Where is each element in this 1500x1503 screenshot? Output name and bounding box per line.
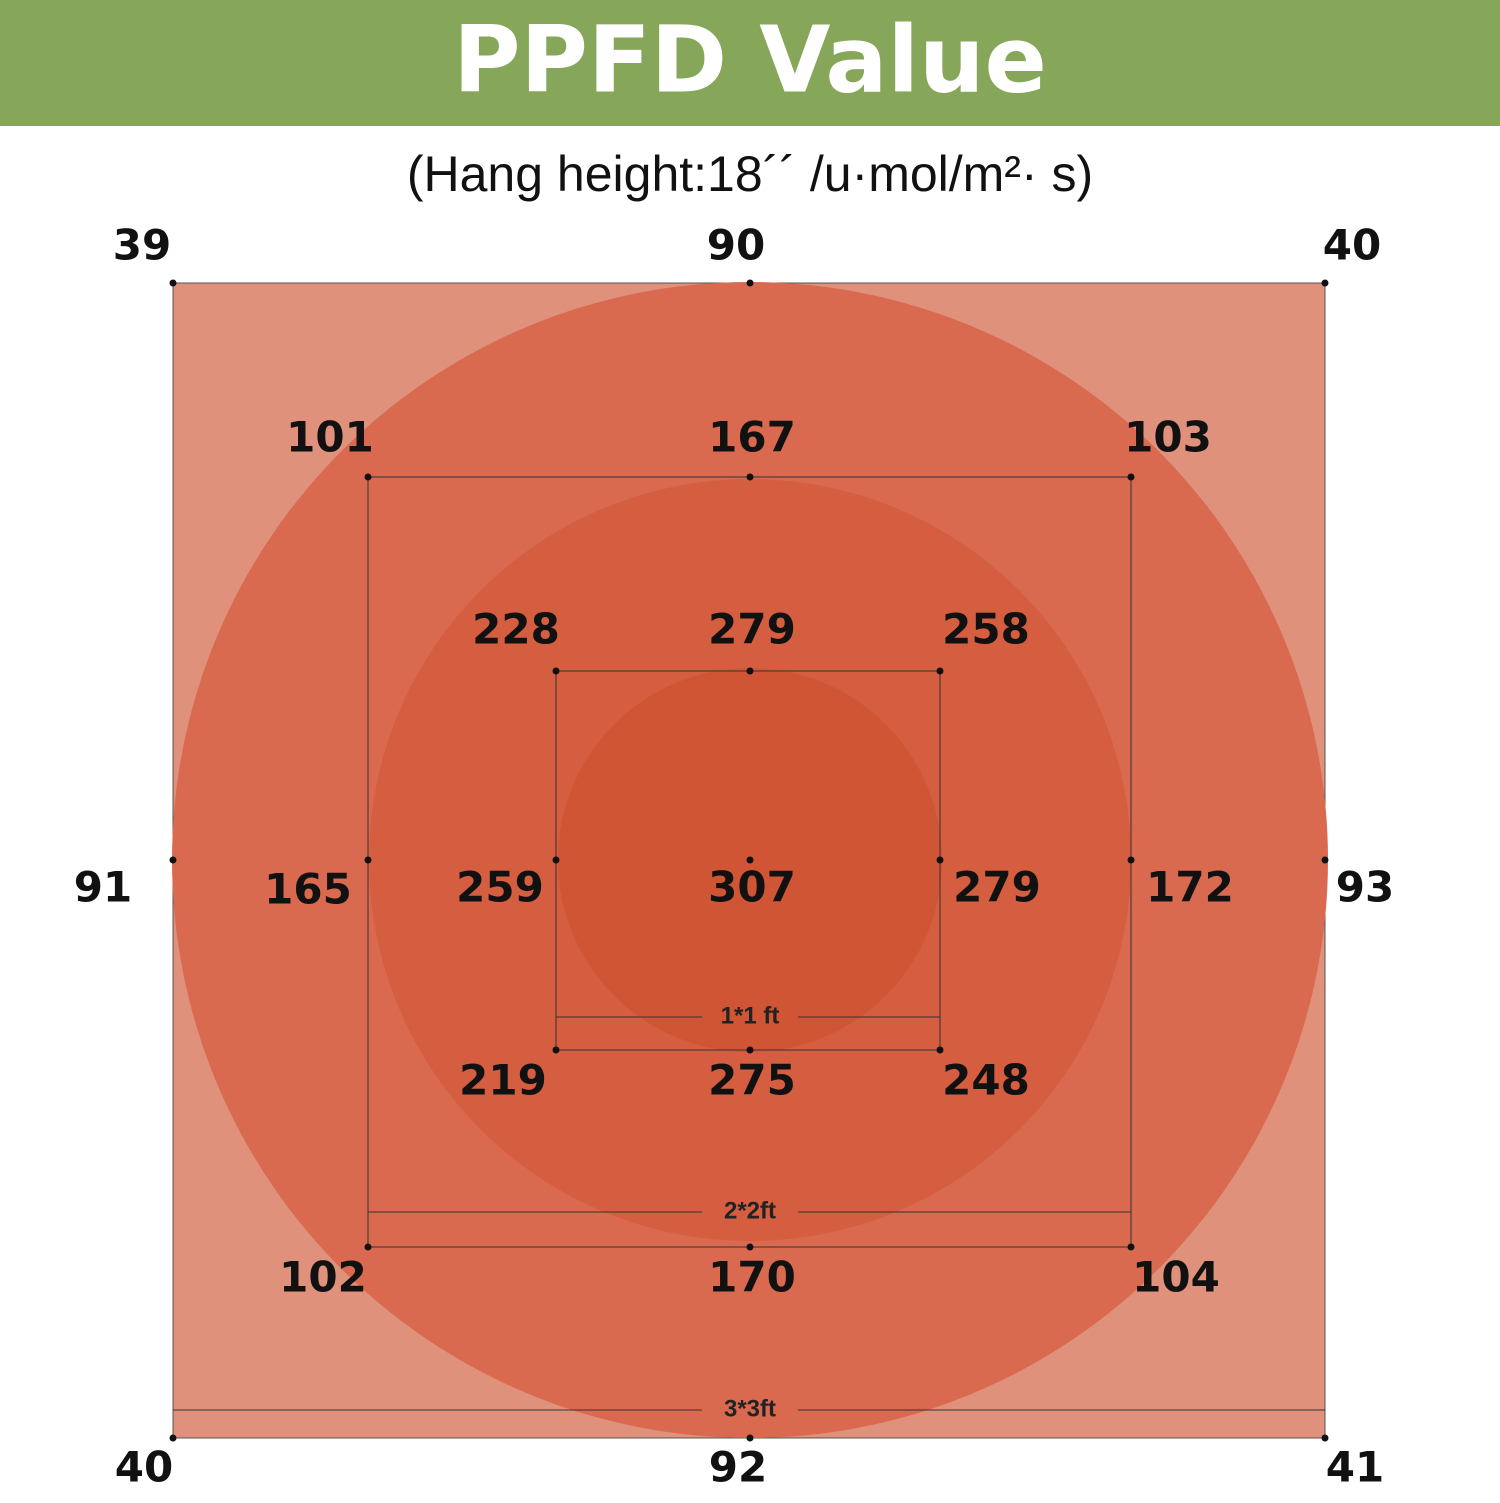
ppfd-reading: 91 [74, 863, 132, 912]
measure-point [364, 473, 372, 481]
measure-point [746, 1046, 754, 1054]
ppfd-reading: 279 [953, 863, 1041, 912]
measure-point [746, 667, 754, 675]
measure-point [169, 856, 177, 864]
measure-point [552, 856, 560, 864]
measure-point [746, 473, 754, 481]
measure-point [936, 856, 944, 864]
ppfd-reading: 165 [264, 865, 352, 914]
ppfd-reading: 172 [1146, 863, 1234, 912]
ppfd-reading: 258 [942, 605, 1030, 654]
measure-point [552, 1046, 560, 1054]
ppfd-reading: 92 [709, 1443, 767, 1492]
measure-point [746, 856, 754, 864]
ppfd-reading: 103 [1124, 413, 1212, 462]
ppfd-reading: 102 [279, 1253, 367, 1302]
header-bar [0, 0, 1500, 126]
measure-point [169, 1434, 177, 1442]
measure-point [746, 279, 754, 287]
ppfd-reading: 248 [942, 1056, 1030, 1105]
ppfd-reading: 101 [286, 413, 374, 462]
ppfd-reading: 104 [1132, 1253, 1220, 1302]
measure-point [1127, 473, 1135, 481]
ppfd-reading: 279 [708, 605, 796, 654]
dimension-label: 3*3ft [724, 1395, 776, 1422]
measure-point [746, 1434, 754, 1442]
ppfd-reading: 90 [707, 221, 765, 270]
measure-point [1127, 856, 1135, 864]
ppfd-reading: 259 [456, 863, 544, 912]
measure-point [552, 667, 560, 675]
measure-point [1321, 279, 1329, 287]
ppfd-reading: 39 [113, 221, 171, 270]
ppfd-reading: 167 [708, 413, 796, 462]
dimension-label: 2*2ft [724, 1197, 776, 1224]
ppfd-reading: 93 [1336, 863, 1394, 912]
measure-point [1321, 856, 1329, 864]
ppfd-reading: 228 [472, 605, 560, 654]
measure-point [936, 1046, 944, 1054]
measure-point [1127, 1243, 1135, 1251]
title: PPFD Value [453, 6, 1047, 113]
measure-point [936, 667, 944, 675]
measure-point [169, 279, 177, 287]
subtitle: (Hang height:18´´ /u·mol/m²· s) [407, 146, 1093, 202]
ppfd-reading-center: 307 [708, 863, 796, 912]
measure-point [1321, 1434, 1329, 1442]
measure-point [746, 1243, 754, 1251]
ppfd-reading: 275 [708, 1056, 796, 1105]
dimension-label: 1*1 ft [721, 1002, 780, 1029]
ppfd-reading: 170 [708, 1253, 796, 1302]
readings: 3*3ft 39 90 40 91 93 40 92 41 2*2ft 101 167 103 165 17… [74, 221, 1394, 1492]
ppfd-reading: 40 [1323, 221, 1381, 270]
ppfd-reading: 40 [115, 1443, 173, 1492]
ppfd-reading: 41 [1326, 1443, 1384, 1492]
ppfd-reading: 219 [459, 1056, 547, 1105]
measure-point [364, 1243, 372, 1251]
measure-point [364, 856, 372, 864]
